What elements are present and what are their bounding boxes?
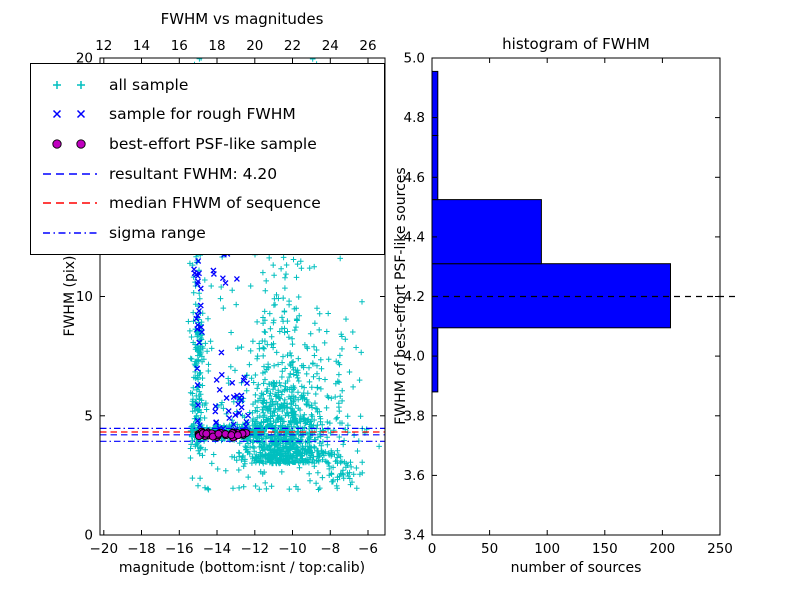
tick-label: 0	[84, 528, 93, 544]
tick-label: 250	[707, 541, 733, 557]
right-plot-xlabel: number of sources	[510, 560, 642, 576]
tick-label: 18	[208, 38, 225, 54]
tick-label: 100	[534, 541, 560, 557]
tick-label: −18	[127, 541, 156, 557]
tick-label: 4.8	[404, 110, 425, 126]
legend-label: resultant FWHM: 4.20	[109, 164, 278, 183]
tick-label: 200	[650, 541, 676, 557]
x-swatch-icon	[52, 110, 86, 119]
tick-label: 14	[133, 38, 150, 54]
line-swatch-icon	[43, 202, 97, 205]
legend: all sample sample for rough FWHM best-effo…	[30, 63, 385, 255]
tick-label: 3.8	[404, 408, 425, 424]
legend-label: sigma range	[109, 224, 206, 243]
tick-label: 0	[428, 541, 437, 557]
tick-label: 4.2	[404, 289, 425, 305]
tick-label: 20	[246, 38, 263, 54]
hist-bar	[431, 70, 439, 136]
legend-entry-sigma-range: sigma range	[41, 223, 374, 243]
tick-label: −16	[165, 541, 194, 557]
tick-label: 4.0	[404, 349, 425, 365]
tick-label: 24	[322, 38, 339, 54]
tick-label: 5	[84, 408, 93, 424]
legend-label: best-effort PSF-like sample	[109, 135, 317, 154]
tick-label: 22	[284, 38, 301, 54]
right-plot-title: histogram of FWHM	[502, 35, 650, 53]
tick-label: 10	[76, 289, 93, 305]
right-plot-axes: 0 50 100 150 200 250 3.4 3.6 3.8 4.0 4.2 4.4 4.6 4.8 5…	[404, 51, 733, 558]
series-sample-for-rough-fwhm	[191, 248, 251, 435]
tick-label: 12	[95, 38, 112, 54]
left-plot-xlabel: magnitude (bottom:isnt / top:calib)	[118, 560, 366, 576]
tick-label: −10	[278, 541, 307, 557]
tick-label: 5.0	[404, 51, 425, 67]
tick-label: −6	[358, 541, 378, 557]
tick-label: 150	[592, 541, 618, 557]
hist-bar	[431, 135, 439, 201]
line-swatch-icon	[43, 172, 97, 175]
hist-bar	[431, 199, 542, 265]
tick-label: 50	[481, 541, 498, 557]
tick-label: 26	[359, 38, 376, 54]
tick-label: 16	[171, 38, 188, 54]
legend-entry-median-fhwm-of-sequence: median FHWM of sequence	[41, 193, 374, 213]
tick-label: 3.6	[404, 468, 425, 484]
tick-label: 4.6	[404, 170, 425, 186]
series-best-effort-psf-like-sample	[194, 427, 251, 442]
left-plot-ylabel: FWHM (pix)	[62, 255, 78, 337]
right-plot-data	[431, 70, 737, 393]
left-plot-axes: −20 −18 −16 −14 −12 −10 −8 −6 12 14 16 18 20 22 24 26 0 5…	[76, 38, 386, 557]
circle-swatch-icon	[52, 139, 86, 149]
legend-label: sample for rough FWHM	[109, 105, 296, 124]
tick-label: 3.4	[404, 528, 425, 544]
tick-label: −14	[203, 541, 232, 557]
plus-swatch-icon	[53, 80, 85, 89]
legend-label: all sample	[109, 75, 189, 94]
tick-label: 4.4	[404, 229, 425, 245]
legend-entry-best-effort-psf-like-sample: best-effort PSF-like sample	[41, 134, 374, 154]
tick-label: −20	[90, 541, 119, 557]
hist-bar	[431, 327, 439, 393]
left-plot-title: FWHM vs magnitudes	[160, 10, 324, 28]
hist-bar	[431, 263, 671, 329]
left-plot-data	[100, 58, 385, 493]
line-swatch-icon	[43, 232, 97, 234]
tick-label: −8	[320, 541, 340, 557]
right-plot-ylabel: FWHM of best-effort PSF-like sources	[393, 167, 409, 425]
legend-entry-resultant-fwhm-4-20: resultant FWHM: 4.20	[41, 164, 374, 184]
tick-label: −12	[241, 541, 270, 557]
legend-entry-sample-for-rough-fwhm: sample for rough FWHM	[41, 104, 374, 124]
legend-label: median FHWM of sequence	[109, 194, 321, 213]
legend-entry-all-sample: all sample	[41, 75, 374, 95]
tick-label: 20	[76, 51, 93, 67]
